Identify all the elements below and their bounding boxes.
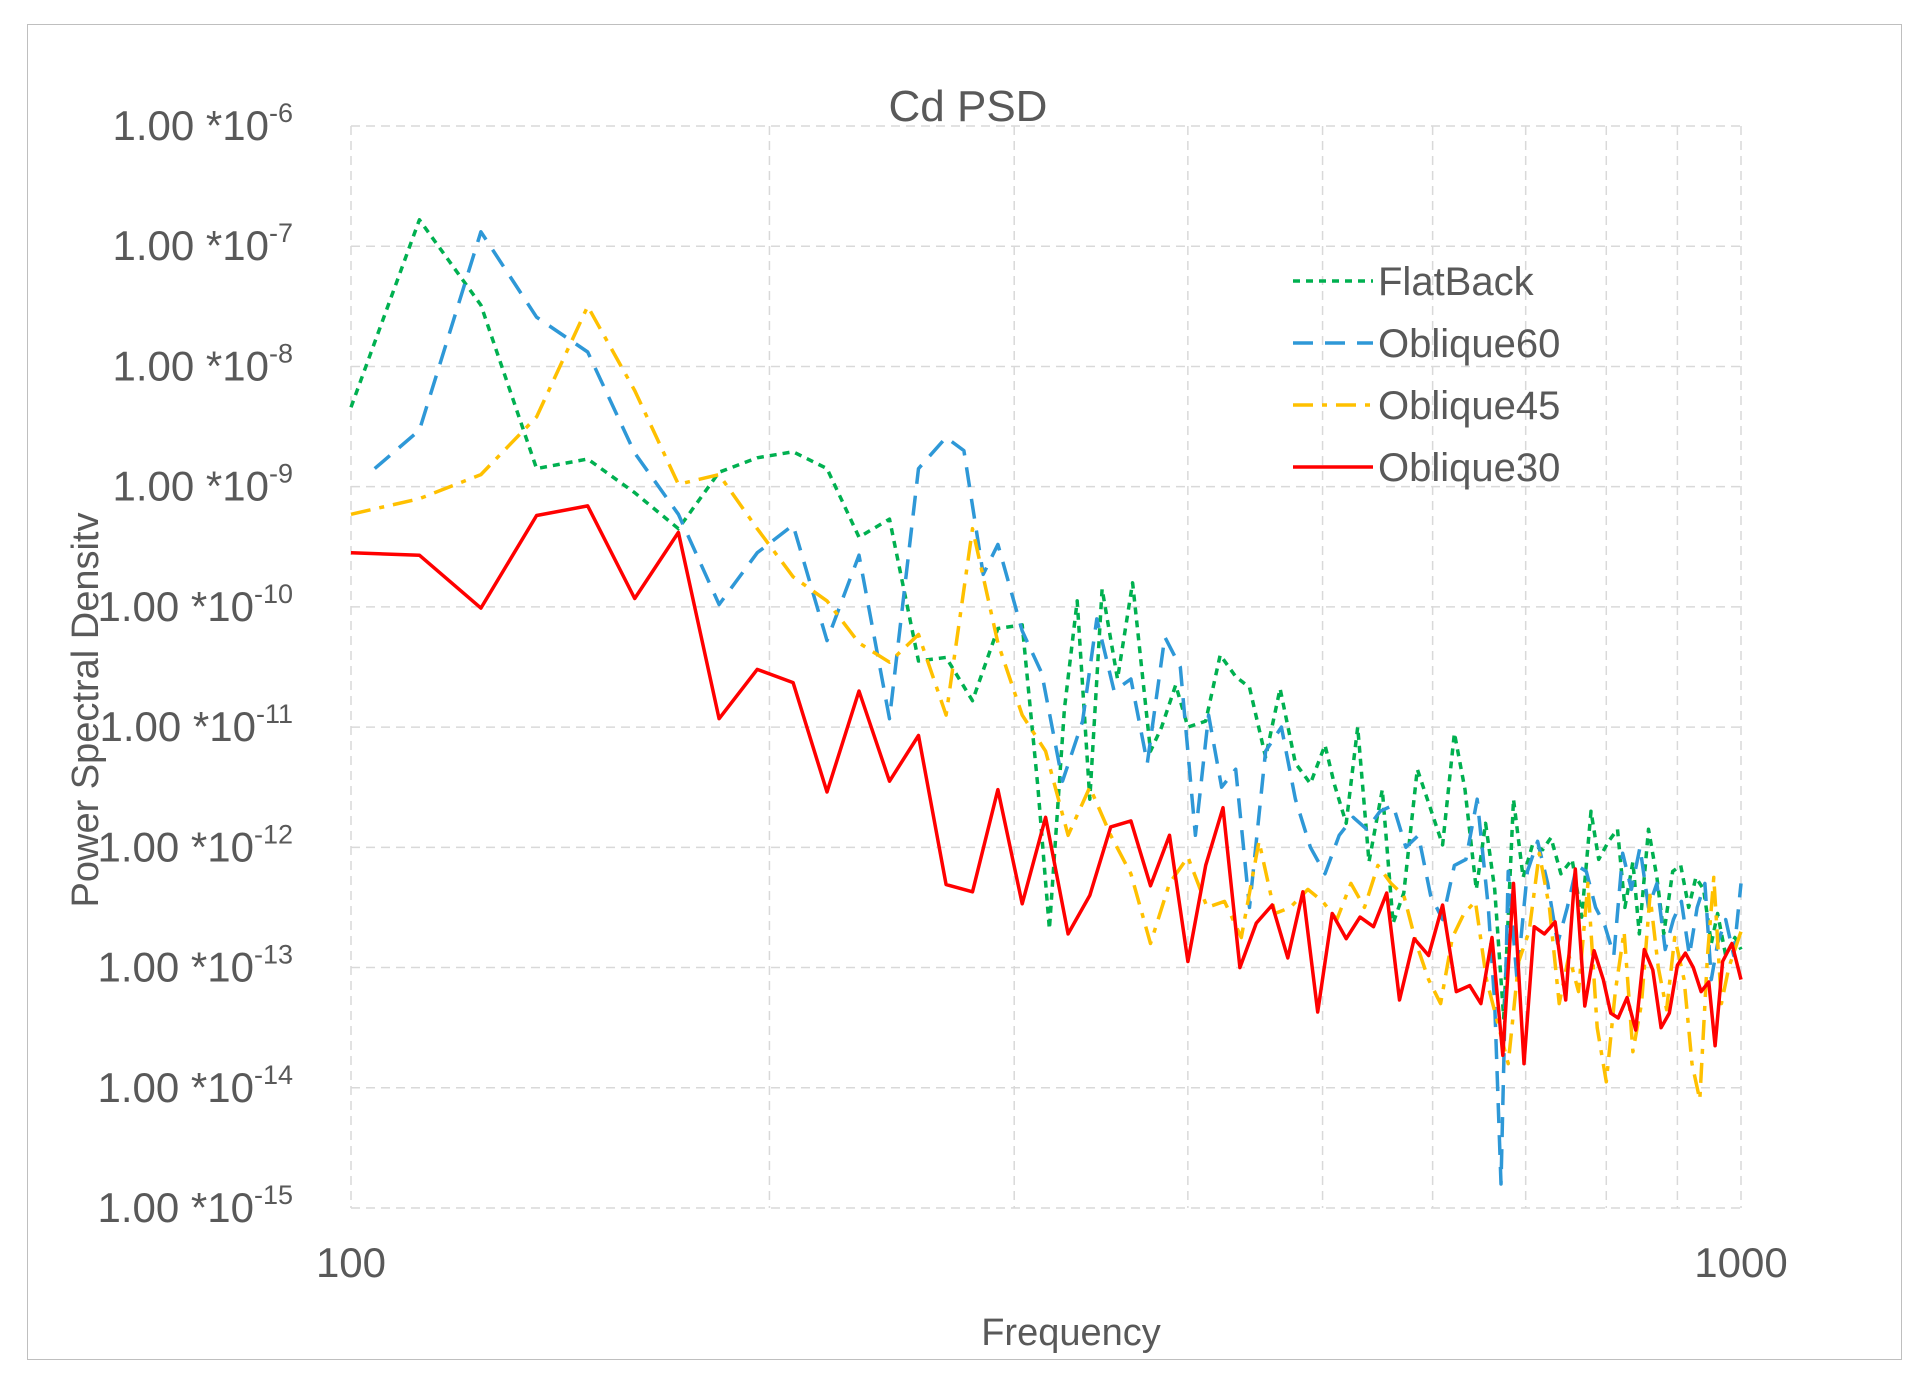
series-line-oblique45 bbox=[350, 304, 1743, 1102]
y-tick-mantissa: 1.00 *10 bbox=[97, 944, 253, 991]
y-tick-label: 1.00 *10-8 bbox=[113, 338, 294, 389]
y-tick-exponent: -10 bbox=[254, 579, 293, 609]
chart-frame: Cd PSD 1.00 *10-6 1.00 *10-7 1.00 *10-8 1.0… bbox=[27, 24, 1902, 1360]
y-tick-exponent: -6 bbox=[269, 98, 293, 128]
y-tick-label: 1.00 *10-13 bbox=[97, 940, 293, 991]
y-tick-exponent: -9 bbox=[269, 459, 293, 489]
y-tick-mantissa: 1.00 *10 bbox=[97, 1184, 253, 1231]
y-tick-mantissa: 1.00 *10 bbox=[113, 102, 269, 149]
y-tick-exponent: -12 bbox=[254, 819, 293, 849]
y-tick-mantissa: 1.00 *10 bbox=[99, 703, 255, 750]
y-tick-label: 1.00 *10-12 bbox=[97, 819, 293, 870]
y-tick-exponent: -8 bbox=[269, 338, 293, 368]
y-tick-mantissa: 1.00 *10 bbox=[113, 222, 269, 269]
y-tick-mantissa: 1.00 *10 bbox=[97, 1064, 253, 1111]
legend-label: Oblique30 bbox=[1378, 446, 1560, 490]
y-tick-label: 1.00 *10-7 bbox=[113, 218, 294, 269]
y-tick-label: 1.00 *10-14 bbox=[97, 1060, 293, 1111]
y-tick-exponent: -13 bbox=[254, 940, 293, 970]
y-axis-ticks: 1.00 *10-61.00 *10-71.00 *10-81.00 *10-9… bbox=[97, 98, 293, 1231]
series-line-flatback bbox=[349, 218, 1743, 1020]
y-tick-label: 1.00 *10-15 bbox=[97, 1180, 293, 1231]
series-line-oblique60 bbox=[373, 230, 1743, 1186]
y-tick-label: 1.00 *10-11 bbox=[99, 699, 293, 750]
legend: FlatBack Oblique60 Oblique45 Oblique30 bbox=[1293, 260, 1560, 490]
chart-plot: Cd PSD 1.00 *10-61.00 *10-71.00 *10-81.0… bbox=[65, 82, 1788, 1354]
y-tick-label: 1.00 *10-10 bbox=[97, 579, 293, 630]
y-tick-exponent: -15 bbox=[254, 1180, 293, 1210]
x-axis-ticks: 100 1000 bbox=[316, 1239, 1788, 1286]
y-tick-mantissa: 1.00 *10 bbox=[97, 583, 253, 630]
y-tick-exponent: -14 bbox=[254, 1060, 293, 1090]
legend-label: Oblique45 bbox=[1378, 384, 1560, 428]
gridlines bbox=[350, 125, 1742, 1209]
y-tick-mantissa: 1.00 *10 bbox=[113, 342, 269, 389]
x-tick-label: 1000 bbox=[1694, 1239, 1787, 1286]
y-tick-label: 1.00 *10-6 bbox=[113, 98, 294, 149]
y-axis-label: Power Spectral Densitv bbox=[65, 513, 107, 908]
series-layer bbox=[349, 218, 1743, 1186]
legend-label: Oblique60 bbox=[1378, 322, 1560, 366]
x-axis-label: Frequency bbox=[981, 1312, 1161, 1354]
legend-label: FlatBack bbox=[1378, 260, 1535, 304]
y-tick-mantissa: 1.00 *10 bbox=[113, 463, 269, 510]
x-tick-label: 100 bbox=[316, 1239, 386, 1286]
y-tick-mantissa: 1.00 *10 bbox=[97, 823, 253, 870]
y-tick-exponent: -11 bbox=[256, 699, 293, 729]
series-line-oblique30 bbox=[350, 504, 1743, 1066]
chart-title: Cd PSD bbox=[889, 82, 1048, 131]
y-tick-exponent: -7 bbox=[269, 218, 293, 248]
y-tick-label: 1.00 *10-9 bbox=[113, 459, 294, 510]
